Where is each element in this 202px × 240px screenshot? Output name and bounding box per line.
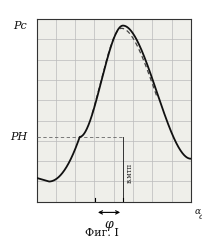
Text: Фиг. I: Фиг. I: [84, 228, 118, 238]
Text: в.мтп: в.мтп: [125, 162, 133, 183]
Text: PH: PH: [10, 132, 27, 142]
Text: α, п.к.в.: α, п.к.в.: [194, 207, 202, 216]
Text: φ: φ: [104, 218, 113, 231]
Text: Pc: Pc: [14, 21, 27, 30]
Text: α, п.к.в.: α, п.к.в.: [198, 213, 202, 221]
